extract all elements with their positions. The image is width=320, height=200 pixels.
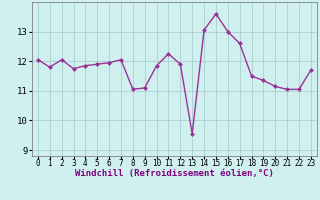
X-axis label: Windchill (Refroidissement éolien,°C): Windchill (Refroidissement éolien,°C) — [75, 169, 274, 178]
